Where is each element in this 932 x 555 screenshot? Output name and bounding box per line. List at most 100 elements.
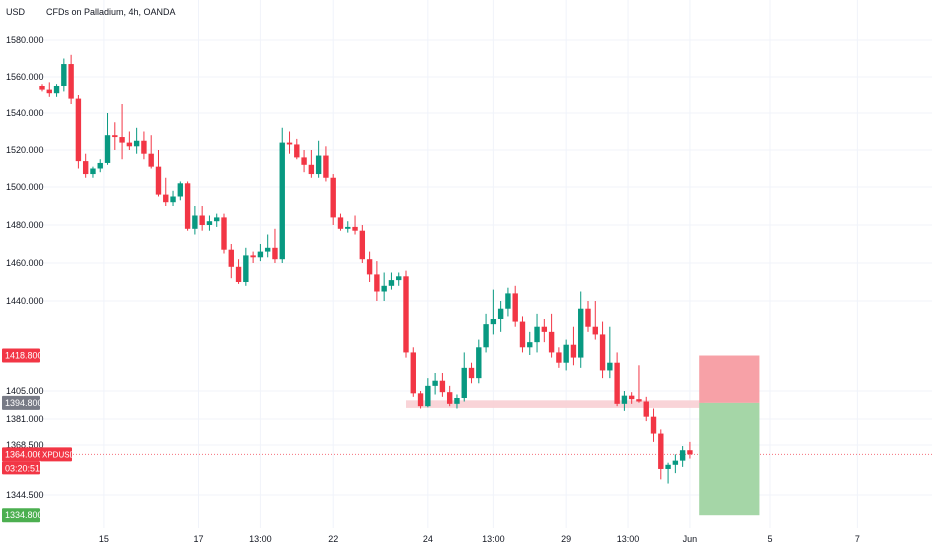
candle-body[interactable] (417, 393, 424, 407)
candle-body[interactable] (650, 416, 657, 434)
candle-body[interactable] (75, 98, 82, 162)
candle-body[interactable] (541, 326, 548, 332)
candle-body[interactable] (454, 398, 460, 404)
take-profit-zone[interactable] (699, 402, 760, 516)
candle-body[interactable] (170, 196, 176, 203)
candle-body[interactable] (534, 326, 540, 343)
resistance-zone[interactable] (406, 400, 705, 408)
candle-body[interactable] (570, 344, 577, 358)
candle-body[interactable] (396, 276, 402, 281)
candle-body[interactable] (345, 226, 351, 229)
candle-body[interactable] (184, 183, 191, 229)
candle-body[interactable] (468, 367, 475, 379)
candle-body[interactable] (235, 266, 242, 282)
candle-body[interactable] (366, 259, 373, 275)
candle-body[interactable] (279, 142, 285, 260)
candle-body[interactable] (381, 285, 387, 292)
candle-body[interactable] (432, 380, 438, 386)
candle-body[interactable] (672, 460, 679, 465)
stop-loss-zone[interactable] (699, 355, 760, 403)
candle-body[interactable] (53, 86, 60, 94)
y-tick-label: 1405.000 (6, 386, 44, 396)
candle-body[interactable] (294, 144, 300, 158)
candle-body[interactable] (97, 162, 103, 169)
candle-body[interactable] (243, 255, 249, 282)
candle-body[interactable] (90, 168, 96, 175)
candle-body[interactable] (599, 334, 606, 371)
candle-body[interactable] (148, 153, 154, 167)
candle-body[interactable] (527, 342, 533, 348)
candle-body[interactable] (39, 86, 45, 90)
candle-body[interactable] (133, 140, 140, 147)
candle-body[interactable] (199, 215, 205, 226)
candle-body[interactable] (461, 367, 467, 398)
candle-body[interactable] (614, 362, 620, 404)
candle-body[interactable] (410, 352, 416, 394)
candle-body[interactable] (272, 247, 278, 260)
candle-body[interactable] (163, 194, 169, 203)
candle-body[interactable] (192, 215, 198, 229)
candle-body[interactable] (264, 247, 271, 252)
y-tick-label: 1540.000 (6, 108, 44, 118)
candle-body[interactable] (388, 280, 395, 286)
candle-body[interactable] (337, 217, 344, 229)
candle-body[interactable] (206, 221, 213, 225)
candle-body[interactable] (679, 450, 686, 461)
candle-body[interactable] (323, 155, 329, 178)
candle-body[interactable] (585, 308, 591, 327)
candle-body[interactable] (578, 308, 584, 358)
candle-body[interactable] (548, 331, 555, 353)
candle-body[interactable] (112, 135, 118, 138)
candle-body[interactable] (177, 183, 184, 197)
candle-body[interactable] (636, 399, 642, 402)
candle-body[interactable] (61, 64, 67, 86)
candle-body[interactable] (497, 308, 504, 319)
candle-body[interactable] (403, 276, 409, 353)
candle-body[interactable] (490, 319, 497, 325)
candle-body[interactable] (512, 293, 518, 322)
candle-body[interactable] (628, 395, 635, 400)
candle-body[interactable] (359, 230, 366, 260)
candle-body[interactable] (221, 217, 227, 250)
candle-body[interactable] (643, 401, 649, 417)
candle-body[interactable] (315, 155, 322, 175)
candle-body[interactable] (563, 344, 569, 363)
candle-body[interactable] (665, 464, 671, 469)
candle-body[interactable] (141, 140, 147, 154)
candle-body[interactable] (352, 226, 358, 231)
candle-body[interactable] (82, 161, 89, 175)
candle-body[interactable] (476, 347, 482, 379)
y-tick-label: 1381.000 (6, 414, 44, 424)
candle-body[interactable] (126, 142, 133, 147)
x-tick-label: 5 (767, 534, 772, 544)
candle-body[interactable] (214, 217, 220, 222)
candle-body[interactable] (286, 142, 293, 145)
candle-body[interactable] (483, 324, 489, 348)
candle-body[interactable] (519, 321, 526, 348)
candle-body[interactable] (257, 251, 264, 258)
candle-body[interactable] (119, 137, 125, 143)
x-tick-label: 24 (423, 534, 433, 544)
candle-body[interactable] (556, 352, 562, 363)
candle-body[interactable] (228, 249, 234, 267)
candle-body[interactable] (607, 362, 613, 371)
candle-body[interactable] (46, 89, 52, 94)
candle-body[interactable] (330, 177, 336, 218)
candle-body[interactable] (687, 450, 693, 455)
candle-body[interactable] (250, 255, 256, 258)
candle-body[interactable] (439, 380, 446, 393)
candle-body[interactable] (104, 135, 111, 163)
candle-body[interactable] (68, 64, 74, 99)
candle-body[interactable] (425, 385, 431, 407)
candle-body[interactable] (658, 433, 664, 469)
candle-body[interactable] (301, 157, 307, 165)
candle-body[interactable] (374, 274, 380, 292)
y-tick-label: 1500.000 (6, 182, 44, 192)
candle-body[interactable] (308, 164, 315, 175)
candle-body[interactable] (505, 293, 511, 309)
candle-body[interactable] (446, 392, 453, 404)
candle-body[interactable] (621, 395, 628, 404)
candle-body[interactable] (155, 166, 162, 195)
candle-body[interactable] (592, 326, 598, 335)
